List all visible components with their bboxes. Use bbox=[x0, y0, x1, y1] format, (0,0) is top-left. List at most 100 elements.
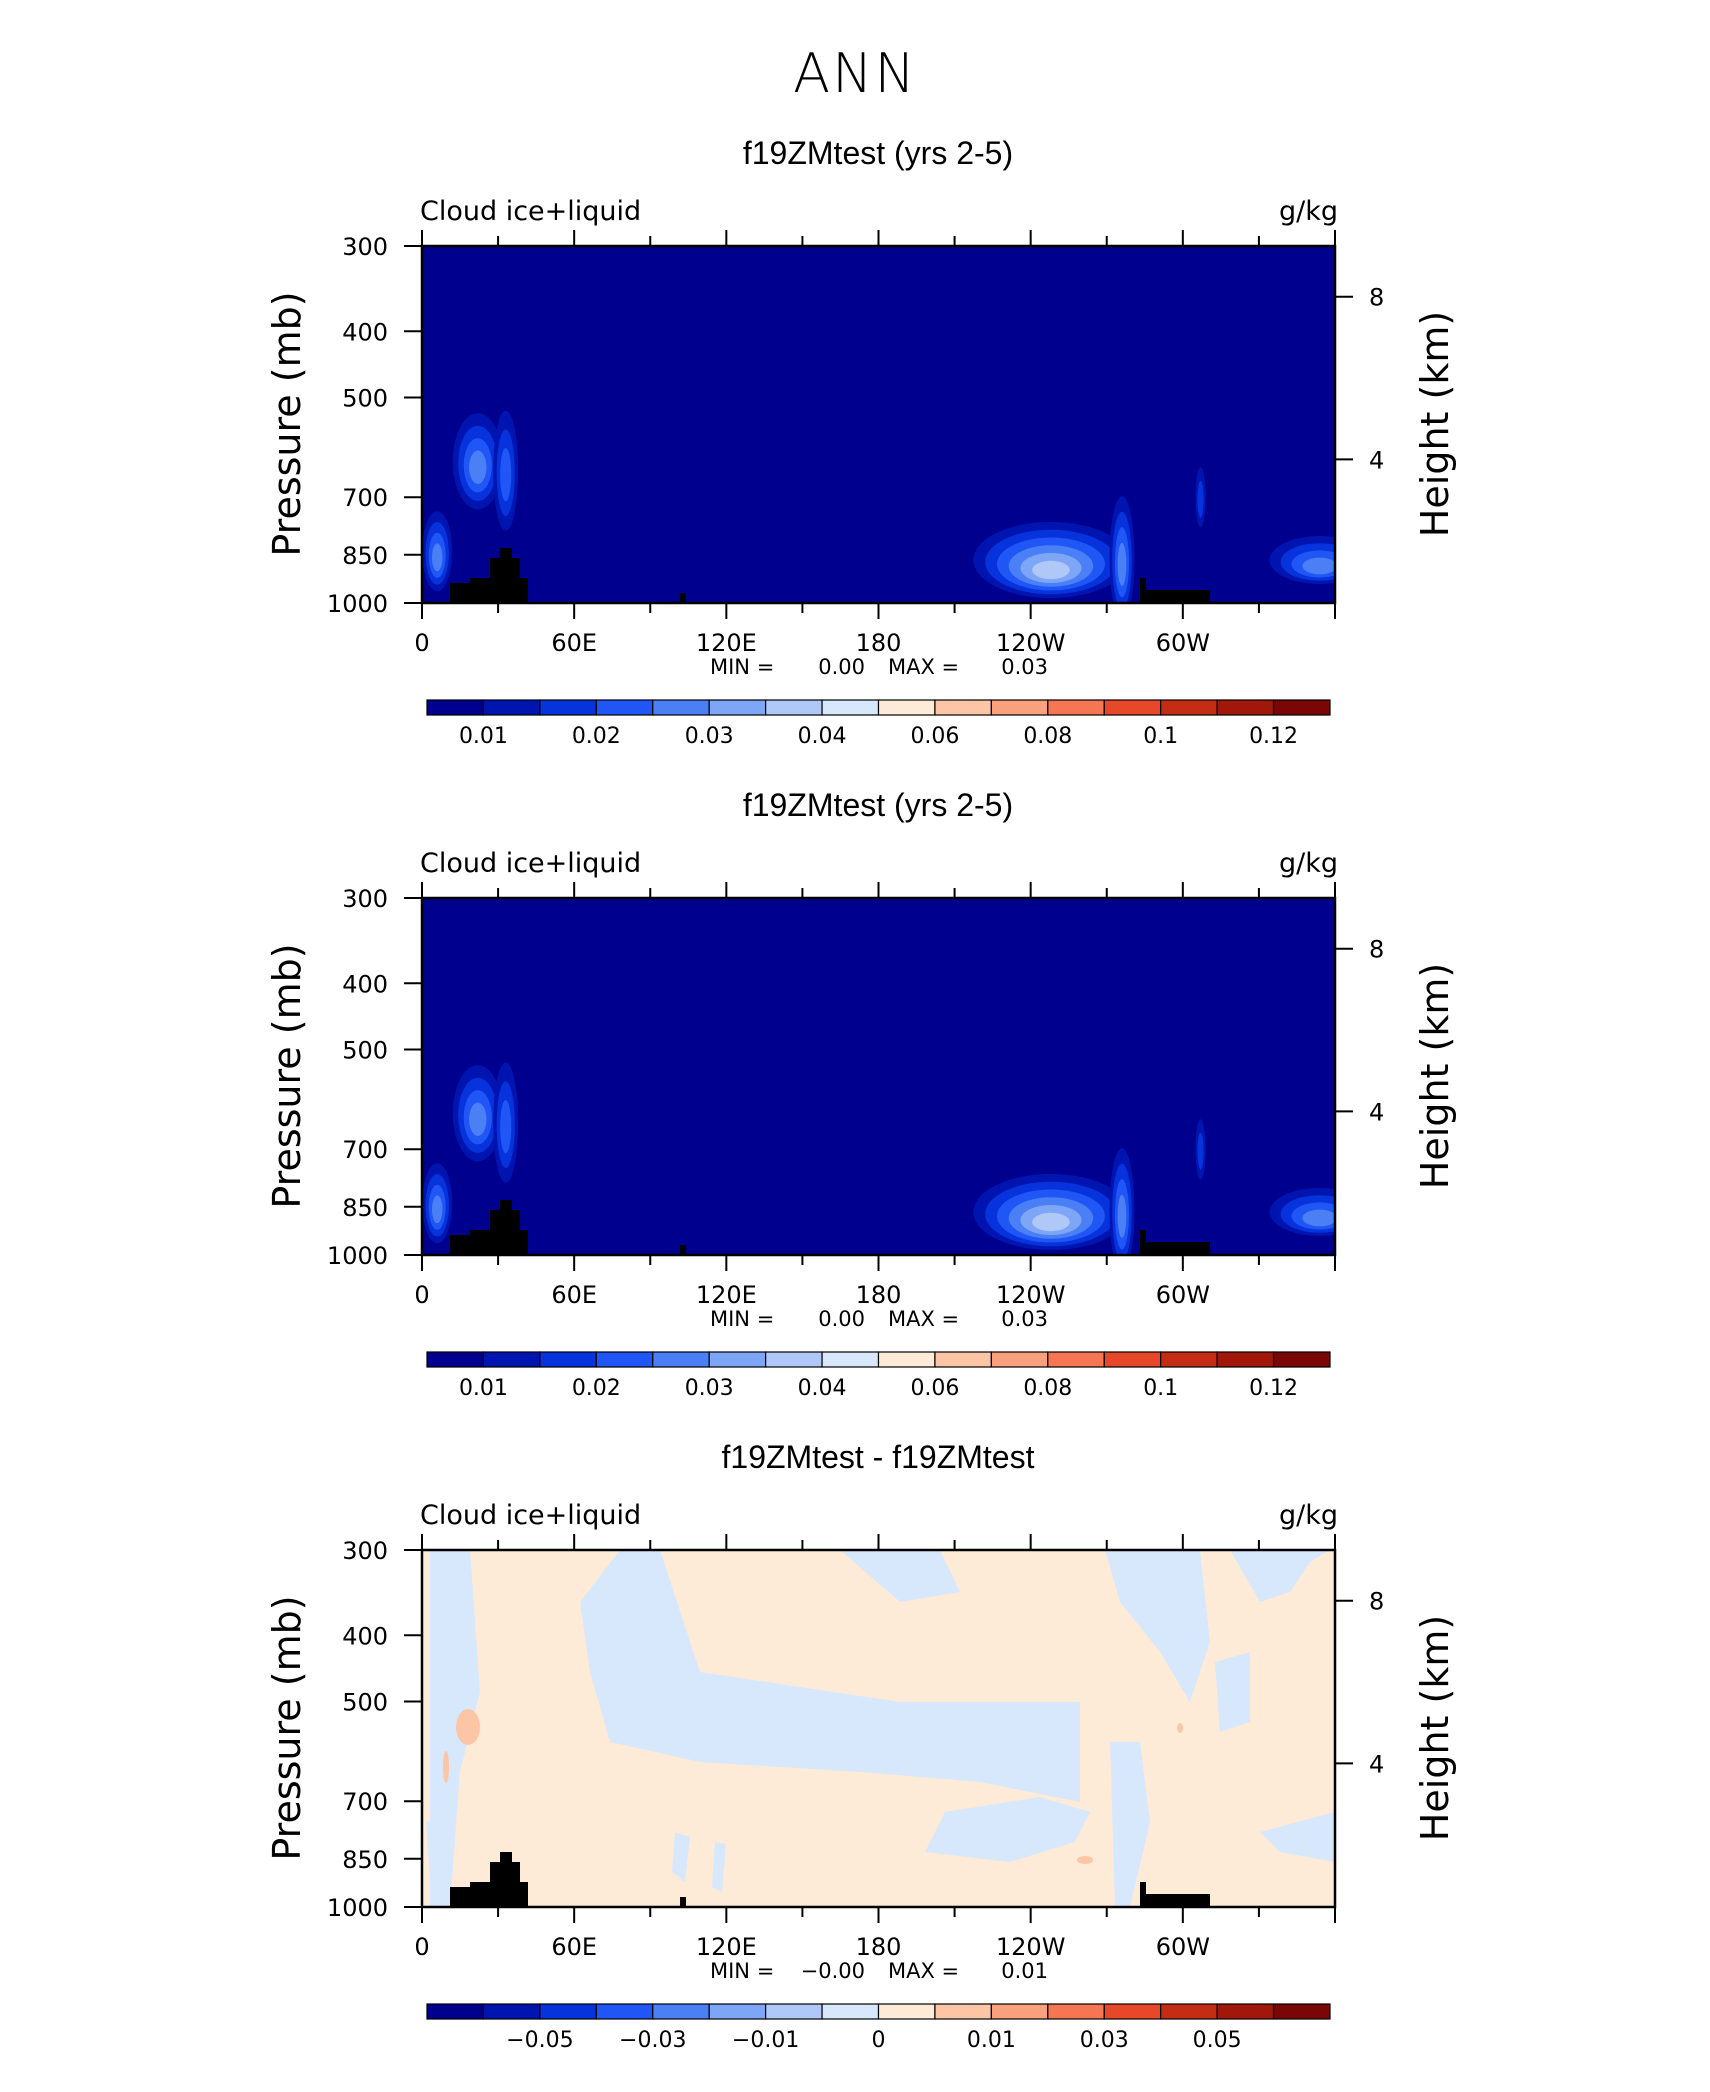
page-title: ANN bbox=[793, 42, 917, 105]
colorbar-label: −0.03 bbox=[619, 2028, 686, 2053]
colorbar-swatch bbox=[1103, 699, 1162, 716]
x-tick-label: 120E bbox=[696, 629, 757, 657]
contour-blob bbox=[431, 543, 443, 572]
topography-mask bbox=[450, 548, 528, 603]
y-tick-label: 300 bbox=[342, 233, 388, 261]
colorbar-swatch bbox=[765, 699, 823, 716]
colorbar-swatch bbox=[595, 2003, 654, 2020]
colorbar-swatch bbox=[877, 1351, 936, 1368]
negative-region bbox=[430, 1550, 480, 1907]
x-tick-label: 60W bbox=[1156, 629, 1210, 657]
negative-region bbox=[1105, 1550, 1210, 1702]
colorbar-swatch bbox=[934, 699, 992, 716]
colorbar-swatch bbox=[708, 2003, 767, 2020]
max-value: 0.03 bbox=[1001, 1307, 1048, 1331]
colorbar-label: 0.08 bbox=[1023, 724, 1072, 749]
variable-label: Cloud ice+liquid bbox=[420, 1500, 641, 1531]
contour-blob bbox=[469, 1102, 487, 1136]
positive-region bbox=[443, 1751, 449, 1783]
colorbar-swatch bbox=[1047, 1351, 1105, 1368]
colorbar-swatch bbox=[1047, 699, 1105, 716]
x-tick-label: 60E bbox=[551, 1281, 597, 1309]
colorbar-label: 0.06 bbox=[910, 1376, 959, 1401]
colorbar-swatch bbox=[595, 699, 654, 716]
contour-blob bbox=[1117, 1194, 1127, 1238]
chart-title: f19ZMtest (yrs 2-5) bbox=[743, 790, 1013, 823]
contour-blob bbox=[1197, 1132, 1204, 1170]
y-right-axis-label: Height (km) bbox=[1413, 963, 1457, 1189]
colorbar-swatch bbox=[877, 699, 936, 716]
colorbar-swatch bbox=[1216, 1351, 1275, 1368]
contour-field bbox=[422, 246, 1335, 603]
topography-mask bbox=[1140, 1882, 1210, 1907]
colorbar-swatch bbox=[482, 1351, 541, 1368]
y-tick-label: 400 bbox=[342, 970, 388, 998]
max-label: MAX = bbox=[888, 1959, 959, 1983]
colorbar-swatch bbox=[482, 699, 541, 716]
x-tick-label: 120W bbox=[996, 629, 1066, 657]
contour-blob bbox=[469, 450, 487, 484]
colorbar-label: 0.1 bbox=[1143, 724, 1178, 749]
field-background bbox=[422, 898, 1335, 1255]
colorbar-swatch bbox=[1160, 2003, 1218, 2020]
positive-region bbox=[456, 1709, 480, 1745]
x-tick-label: 0 bbox=[414, 1933, 429, 1961]
colorbar-swatch bbox=[652, 699, 710, 716]
positive-region bbox=[1177, 1723, 1183, 1733]
variable-label: Cloud ice+liquid bbox=[420, 196, 641, 227]
x-tick-label: 180 bbox=[856, 1281, 902, 1309]
y-tick-label: 1000 bbox=[327, 1242, 388, 1270]
chart-2-svg: f19ZMtest (yrs 2-5) Cloud ice+liquid g/kg 0… bbox=[265, 790, 1457, 1401]
colorbar-swatch bbox=[1272, 699, 1331, 716]
max-value: 0.03 bbox=[1001, 655, 1048, 679]
y-tick-label: 500 bbox=[342, 1688, 388, 1716]
y-tick-label: 700 bbox=[342, 484, 388, 512]
colorbar-swatch bbox=[1216, 699, 1275, 716]
field-background bbox=[422, 246, 1335, 603]
colorbar-swatch bbox=[1272, 1351, 1331, 1368]
colorbar-swatch bbox=[821, 2003, 880, 2020]
y-tick-label: 850 bbox=[342, 1194, 388, 1222]
colorbar-label: 0.02 bbox=[572, 1376, 621, 1401]
topography-mask bbox=[1140, 1230, 1210, 1255]
y-tick-label: 300 bbox=[342, 1537, 388, 1565]
contour-field bbox=[422, 1550, 1335, 1907]
x-tick-label: 0 bbox=[414, 1281, 429, 1309]
chart-panel-3: f19ZMtest - f19ZMtest Cloud ice+liquid g/k… bbox=[0, 1442, 1710, 2092]
x-tick-label: 60W bbox=[1156, 1281, 1210, 1309]
colorbar-label: −0.01 bbox=[732, 2028, 799, 2053]
x-tick-label: 120W bbox=[996, 1933, 1066, 1961]
chart-1-svg: f19ZMtest (yrs 2-5) Cloud ice+liquid g/kg 0… bbox=[265, 138, 1457, 749]
x-tick-label: 120E bbox=[696, 1933, 757, 1961]
x-tick-label: 60E bbox=[551, 1933, 597, 1961]
colorbar-label: 0.08 bbox=[1023, 1376, 1072, 1401]
colorbar-swatch bbox=[990, 699, 1049, 716]
y-right-tick-label: 4 bbox=[1369, 446, 1384, 474]
max-label: MAX = bbox=[888, 1307, 959, 1331]
units-label: g/kg bbox=[1279, 1500, 1338, 1531]
colorbar-swatch bbox=[708, 699, 767, 716]
x-tick-label: 0 bbox=[414, 629, 429, 657]
negative-region bbox=[580, 1550, 1080, 1802]
negative-region bbox=[712, 1842, 726, 1892]
topography-mask bbox=[680, 593, 686, 603]
colorbar-swatch bbox=[934, 2003, 992, 2020]
y-right-axis-label: Height (km) bbox=[1413, 311, 1457, 537]
contour-blob bbox=[500, 1100, 512, 1154]
x-tick-label: 180 bbox=[856, 629, 902, 657]
min-label: MIN = bbox=[710, 1959, 774, 1983]
topography-mask bbox=[680, 1245, 686, 1255]
min-label: MIN = bbox=[710, 655, 774, 679]
colorbar-label: 0.03 bbox=[685, 724, 734, 749]
contour-blob bbox=[1117, 542, 1127, 586]
contour-blob bbox=[431, 1195, 443, 1224]
colorbar-swatch bbox=[934, 1351, 992, 1368]
colorbar-label: 0.01 bbox=[967, 2028, 1016, 2053]
colorbar-swatch bbox=[1216, 2003, 1275, 2020]
colorbar-swatch bbox=[539, 699, 597, 716]
colorbar-label: −0.05 bbox=[506, 2028, 573, 2053]
y-tick-label: 1000 bbox=[327, 590, 388, 618]
y-axis-label: Pressure (mb) bbox=[265, 291, 309, 556]
colorbar-label: 0.01 bbox=[459, 724, 508, 749]
max-value: 0.01 bbox=[1001, 1959, 1048, 1983]
